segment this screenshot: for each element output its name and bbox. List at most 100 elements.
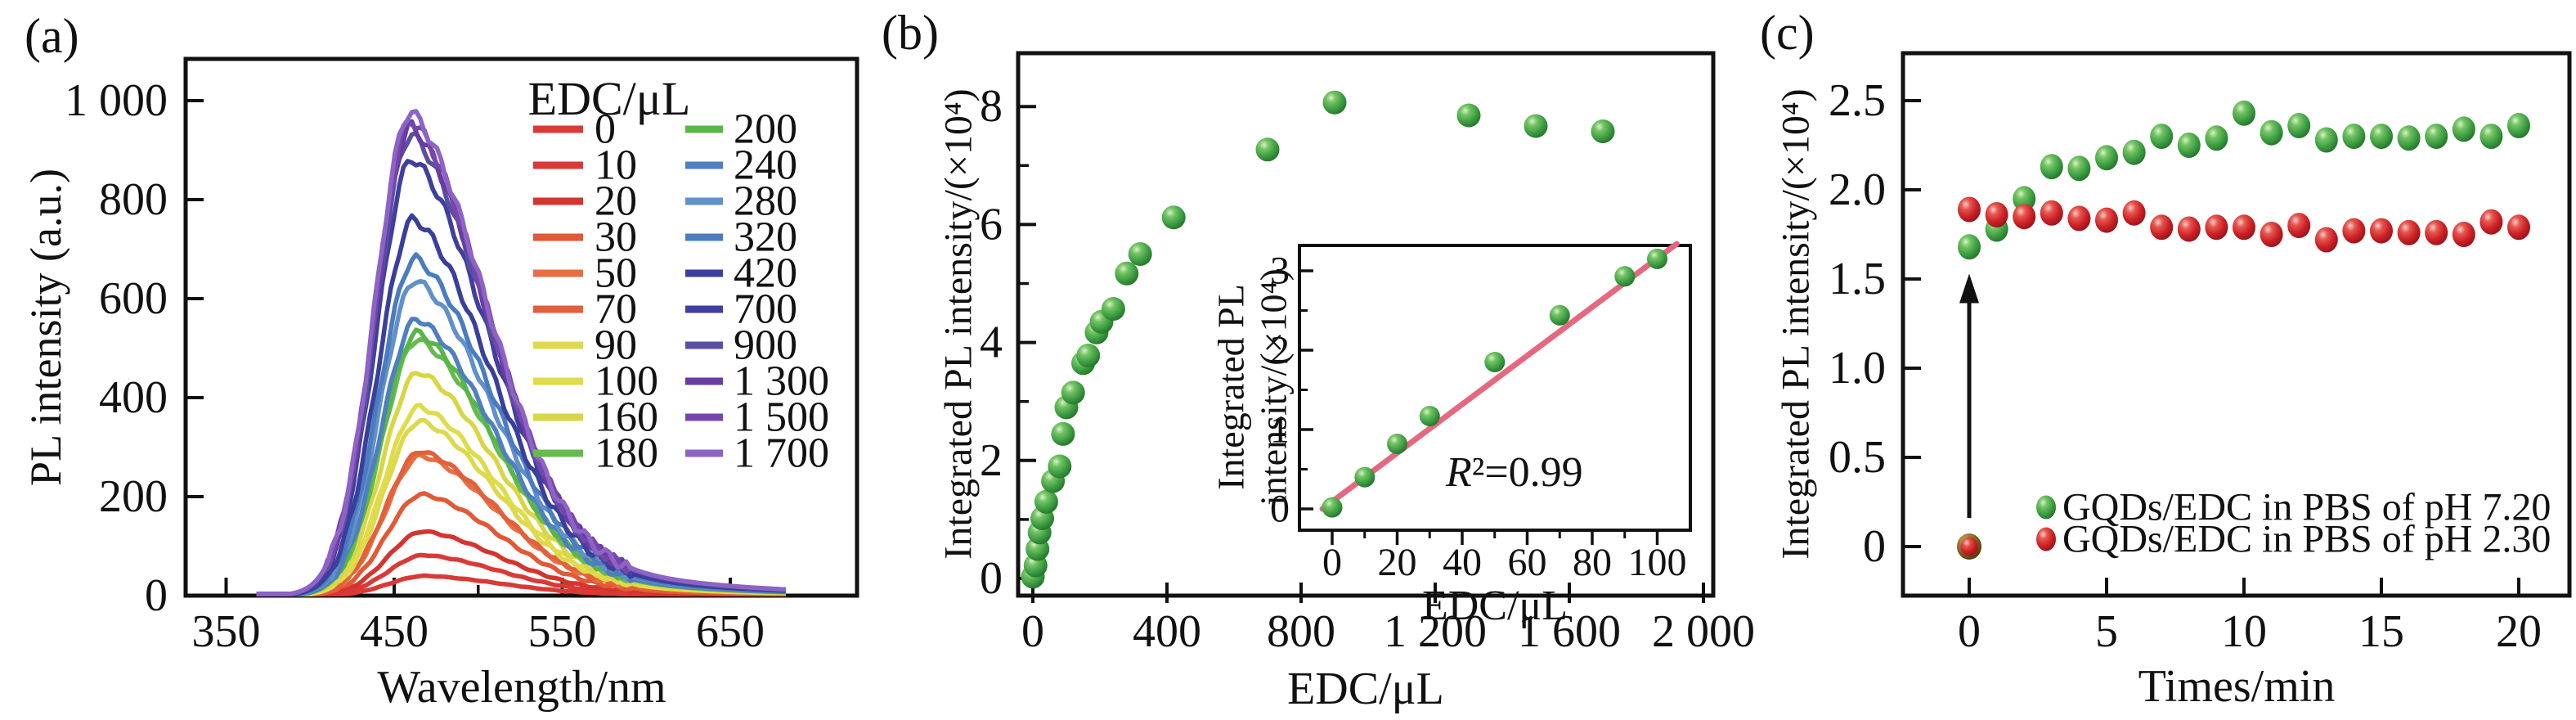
- data-point: [1051, 421, 1075, 446]
- inset-data-point: [1354, 466, 1376, 488]
- panel-c-series-ph720: [1958, 100, 2530, 260]
- svg-text:15: 15: [2358, 606, 2404, 657]
- data-point: [2342, 218, 2366, 244]
- svg-text:2 000: 2 000: [1652, 606, 1755, 657]
- panel-label-a: (a): [25, 9, 79, 63]
- inset-data-point: [1419, 406, 1440, 426]
- svg-text:2: 2: [980, 435, 1003, 486]
- svg-text:0: 0: [1322, 541, 1342, 584]
- data-point: [2095, 145, 2118, 171]
- svg-text:800: 800: [99, 174, 168, 225]
- inset-data-point: [1387, 434, 1407, 454]
- data-point: [2233, 214, 2255, 241]
- panel-b-inset: 0 20 40 60 80 100 0 1 2 3 EDC/μL Integrated PL inten…: [1210, 241, 1692, 629]
- svg-text:320: 320: [734, 214, 797, 261]
- fit-line: [1319, 241, 1680, 512]
- svg-text:1.0: 1.0: [1829, 343, 1886, 394]
- panel-c-chart: 0 5 10 15 20 0 0.5 1.0 1.5 2.0 2.5 Times/min Integra…: [1775, 51, 2572, 712]
- data-point: [1048, 454, 1072, 479]
- data-point: [1061, 380, 1085, 405]
- svg-text:400: 400: [1133, 606, 1201, 657]
- svg-text:650: 650: [696, 606, 765, 657]
- svg-text:Integrated PL intensity/(×10⁴): Integrated PL intensity/(×10⁴): [937, 88, 981, 559]
- data-point: [2452, 222, 2475, 247]
- data-point: [2397, 125, 2421, 151]
- spectrum-curve-1 700: [256, 109, 786, 596]
- svg-text:800: 800: [1267, 606, 1335, 657]
- svg-text:Integrated PL: Integrated PL: [1210, 284, 1252, 490]
- inset-data-point: [1614, 266, 1636, 287]
- svg-text:40: 40: [1443, 541, 1482, 584]
- data-point: [2150, 214, 2174, 241]
- svg-text:550: 550: [528, 606, 597, 657]
- svg-text:2: 2: [1270, 329, 1290, 372]
- svg-text:450: 450: [360, 606, 429, 657]
- svg-text:10: 10: [595, 142, 637, 189]
- data-point: [1115, 261, 1139, 286]
- svg-text:8: 8: [980, 81, 1003, 132]
- data-point: [2425, 219, 2448, 245]
- svg-text:0: 0: [980, 553, 1003, 604]
- svg-text:2.0: 2.0: [1829, 164, 1886, 215]
- data-point: [1255, 137, 1280, 162]
- data-point: [1322, 90, 1347, 115]
- svg-text:intensity/(×10⁴): intensity/(×10⁴): [1253, 268, 1295, 506]
- panel-a-curves: [256, 109, 786, 596]
- svg-text:180: 180: [595, 430, 658, 477]
- data-point: [2067, 205, 2091, 232]
- svg-text:1.5: 1.5: [1829, 254, 1886, 304]
- svg-text:1 600: 1 600: [1518, 606, 1621, 657]
- svg-text:20: 20: [2496, 606, 2542, 657]
- inset-data-point: [1484, 352, 1506, 372]
- svg-text:90: 90: [595, 322, 637, 369]
- svg-text:420: 420: [734, 250, 797, 297]
- data-point: [2287, 213, 2311, 239]
- svg-text:50: 50: [595, 250, 637, 297]
- svg-text:1 300: 1 300: [734, 358, 829, 405]
- svg-text:60: 60: [1508, 541, 1547, 584]
- svg-text:100: 100: [1628, 541, 1687, 584]
- data-point: [1034, 489, 1058, 514]
- svg-text:1 200: 1 200: [1384, 606, 1487, 657]
- data-point: [2260, 119, 2283, 146]
- panel-label-b: (b): [882, 6, 939, 60]
- panel-label-c: (c): [1760, 6, 1815, 60]
- svg-text:80: 80: [1573, 541, 1612, 584]
- svg-text:EDC/μL: EDC/μL: [1287, 664, 1444, 714]
- data-point: [2287, 113, 2311, 138]
- data-point: [2342, 124, 2366, 150]
- data-point: [1985, 202, 2008, 227]
- svg-text:6: 6: [980, 199, 1003, 250]
- svg-text:Times/min: Times/min: [2138, 661, 2336, 712]
- data-point: [2122, 200, 2146, 226]
- svg-text:0.5: 0.5: [1829, 432, 1886, 483]
- svg-text:3: 3: [1270, 250, 1290, 293]
- data-point: [2205, 125, 2228, 151]
- data-point: [1591, 119, 1615, 143]
- data-point: [2370, 218, 2393, 244]
- data-point: [2013, 186, 2036, 212]
- svg-text:GQDs/EDC in PBS of pH 7.20: GQDs/EDC in PBS of pH 7.20: [2062, 486, 2551, 529]
- svg-text:0: 0: [595, 106, 616, 153]
- svg-text:0: 0: [1021, 606, 1044, 657]
- arrow-head: [1959, 273, 1979, 304]
- data-point: [2177, 133, 2201, 158]
- inset-data-point: [1647, 248, 1667, 269]
- svg-text:1 500: 1 500: [734, 394, 829, 441]
- data-point: [2040, 200, 2063, 226]
- svg-text:10: 10: [2221, 606, 2267, 657]
- data-point: [2067, 155, 2091, 182]
- svg-text:70: 70: [595, 286, 637, 333]
- svg-text:100: 100: [595, 358, 658, 405]
- data-point: [2013, 204, 2036, 230]
- svg-text:400: 400: [99, 372, 168, 423]
- panel-b-points: [1021, 90, 1615, 589]
- data-point: [2452, 116, 2475, 142]
- svg-text:900: 900: [734, 322, 797, 369]
- svg-text:20: 20: [1378, 541, 1417, 584]
- data-point: [2177, 216, 2201, 242]
- svg-text:280: 280: [734, 178, 797, 225]
- legend-marker: [2036, 495, 2056, 520]
